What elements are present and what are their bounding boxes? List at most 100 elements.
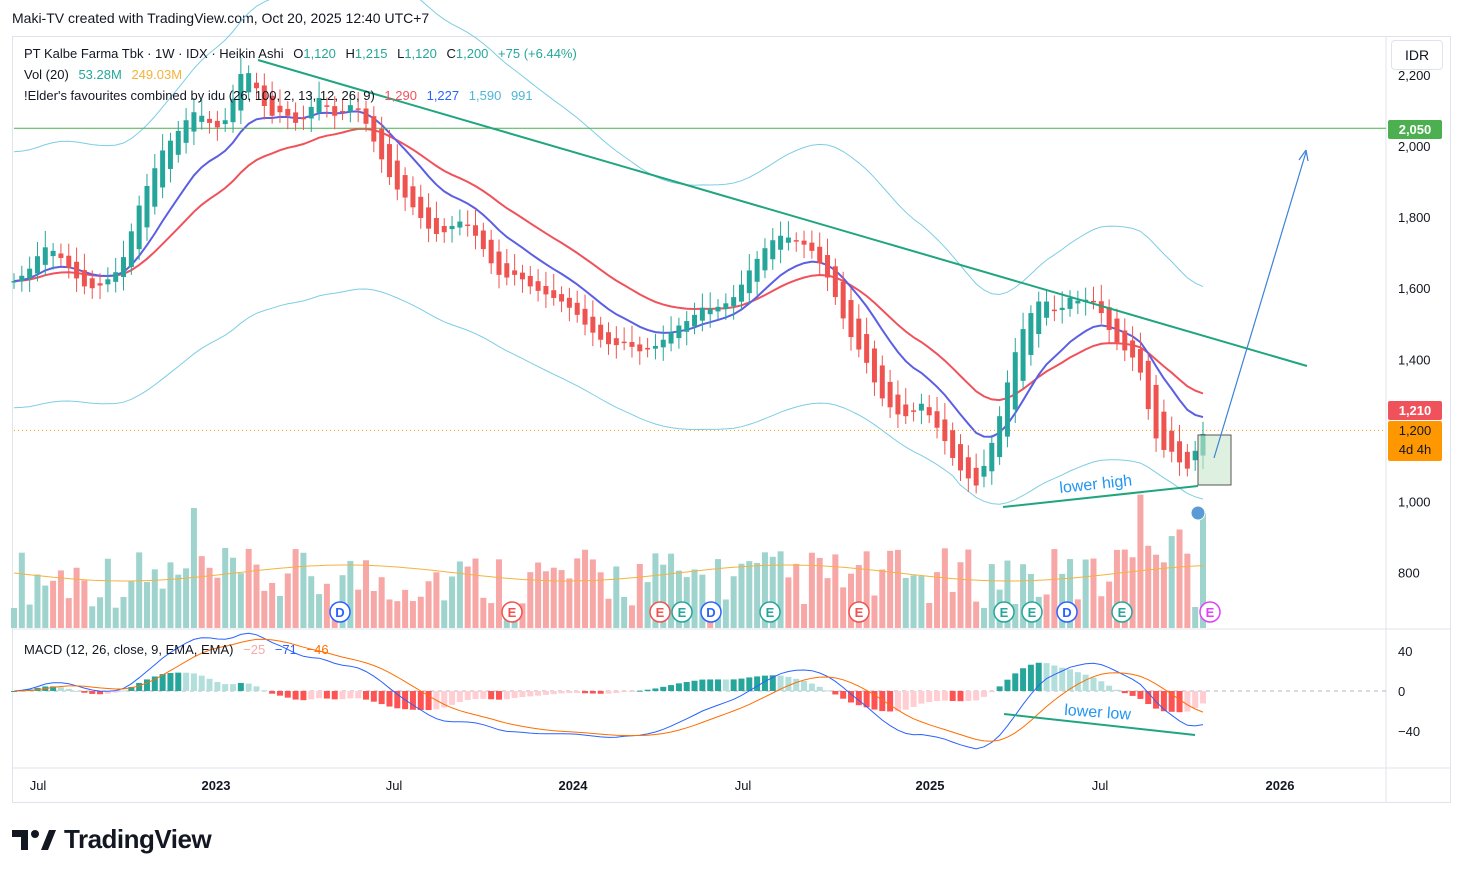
time-axis-tick: 2023 (202, 778, 231, 793)
macd-histogram-bar (167, 673, 174, 691)
volume-bar (488, 603, 495, 628)
volume-bar (675, 570, 682, 628)
candle-body (261, 85, 267, 107)
price-axis-tick: 1,400 (1398, 352, 1431, 367)
volume-bar (941, 548, 948, 628)
macd-histogram-bar (902, 691, 909, 710)
time-axis-tick: 2025 (916, 778, 945, 793)
candle-body (136, 205, 142, 250)
volume-bar (97, 597, 104, 628)
candle-body (386, 144, 392, 178)
candle-body (27, 268, 33, 279)
earnings-marker-label: E (766, 605, 775, 620)
volume-bar (472, 558, 479, 628)
volume-bar (11, 608, 17, 628)
macd-histogram-bar (190, 673, 197, 691)
macd-histogram-bar (574, 691, 581, 693)
macd-label[interactable]: MACD (12, 26, close, 9, EMA, EMA) (24, 642, 234, 657)
candle-body (1036, 301, 1042, 335)
macd-histogram-bar (894, 691, 901, 712)
volume-bar (597, 572, 604, 628)
macd-histogram-bar (1098, 681, 1105, 691)
volume-bar (237, 573, 244, 628)
macd-histogram-bar (621, 691, 628, 692)
macd-histogram-bar (1145, 691, 1152, 705)
volume-bar (887, 550, 894, 628)
candle-body (926, 407, 932, 416)
candle-body (214, 120, 220, 128)
candle-body (152, 168, 158, 207)
close-value: 1,200 (455, 46, 489, 61)
candle-body (754, 258, 760, 282)
volume-bar (104, 558, 111, 628)
volume-bar (269, 582, 276, 628)
macd-histogram-bar (441, 691, 448, 708)
ema-13-line (13, 110, 1204, 438)
macd-histogram-bar (339, 691, 346, 700)
tradingview-logo[interactable]: TradingView (12, 824, 212, 855)
currency-button[interactable]: IDR (1391, 40, 1443, 70)
volume-bar (1176, 529, 1183, 628)
macd-histogram-bar (871, 691, 878, 710)
macd-histogram-bar (409, 691, 416, 710)
candle-body (684, 321, 690, 332)
macd-histogram-bar (832, 691, 839, 695)
candle-body (496, 251, 502, 275)
candle-body (864, 334, 870, 363)
volume-bar (628, 605, 635, 628)
volume-bar (644, 582, 651, 628)
volume-bar (527, 572, 534, 628)
macd-histogram-bar (472, 691, 479, 699)
candle-body (363, 108, 369, 124)
candle-body (1161, 411, 1167, 450)
volume-bar (918, 576, 925, 628)
symbol-title[interactable]: PT Kalbe Farma Tbk · 1W · IDX · Heikin A… (24, 46, 284, 61)
macd-histogram-bar (957, 691, 964, 702)
volume-bar (276, 595, 283, 628)
volume-bar (582, 549, 589, 628)
candle-body (590, 316, 596, 333)
macd-histogram-bar (965, 691, 972, 701)
macd-histogram-bar (143, 679, 150, 691)
elder-label[interactable]: !Elder's favourites combined by idu (26,… (24, 88, 375, 103)
main-legend: PT Kalbe Farma Tbk · 1W · IDX · Heikin A… (24, 46, 583, 61)
candle-body (410, 186, 416, 208)
macd-histogram-bar (589, 691, 596, 694)
macd-histogram-bar (159, 674, 166, 691)
volume-bar (464, 566, 471, 628)
volume-bar (605, 598, 612, 628)
earnings-marker-label: E (508, 605, 517, 620)
chart-frame (12, 36, 1451, 803)
candle-body (285, 108, 291, 116)
volume-bar (394, 601, 401, 628)
candle-body (1130, 340, 1136, 358)
dividend-marker-label: D (706, 605, 715, 620)
candle-body (707, 308, 713, 315)
candle-body (715, 306, 721, 312)
candle-body (1098, 301, 1104, 314)
candle-body (699, 307, 705, 321)
volume-label[interactable]: Vol (20) (24, 67, 69, 82)
signal-line (13, 638, 1204, 742)
candle-body (207, 118, 213, 123)
candle-body (676, 325, 682, 339)
elder-value-2: 1,227 (426, 88, 460, 103)
volume-bar (316, 594, 323, 628)
volume-bar (973, 601, 980, 628)
candle-body (316, 98, 322, 113)
earnings-marker (1111, 601, 1133, 623)
change-value: +75 (+6.44%) (498, 46, 577, 61)
macd-histogram-bar (910, 691, 917, 707)
dividend-marker-label: D (335, 605, 344, 620)
macd-histogram-bar (11, 691, 17, 692)
volume-bar (519, 603, 526, 628)
candle-body (465, 224, 471, 227)
volume-bar (1121, 549, 1128, 628)
earnings-marker-label: E (678, 605, 687, 620)
candle-body (981, 465, 987, 477)
candle-body (997, 416, 1003, 458)
countdown-value: 4d 4h (1398, 442, 1432, 457)
candle-body (801, 240, 807, 245)
macd-histogram-bar (1176, 691, 1183, 713)
